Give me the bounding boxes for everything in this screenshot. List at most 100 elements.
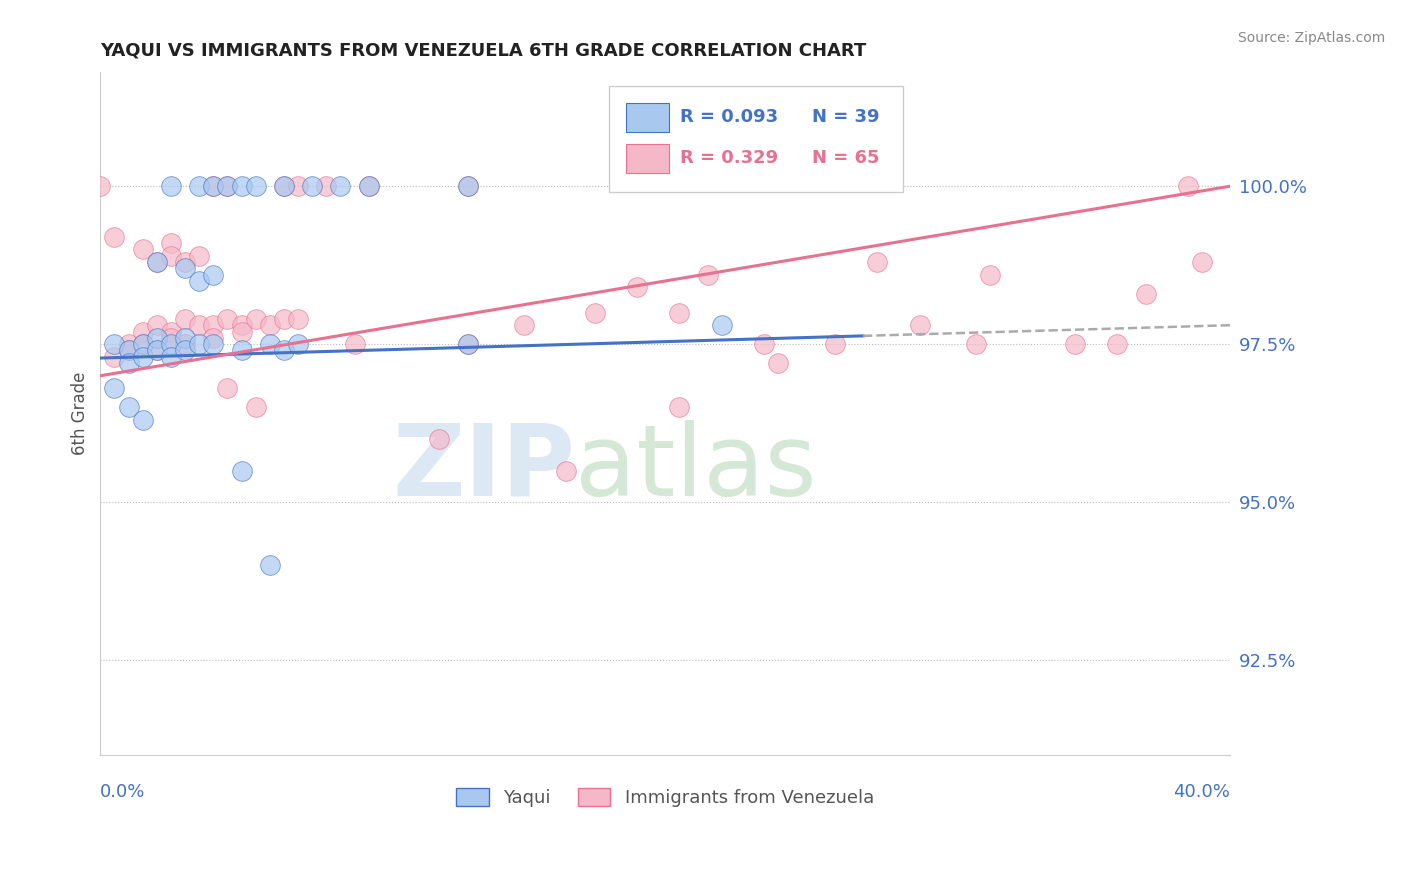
Point [132, 337, 155, 351]
Point [202, 318, 225, 333]
Point [1107, 337, 1129, 351]
Point [160, 249, 183, 263]
Point [188, 249, 211, 263]
Text: N = 39: N = 39 [813, 108, 880, 126]
Point [231, 318, 253, 333]
Point [103, 381, 125, 395]
Point [174, 331, 197, 345]
Point [513, 318, 536, 333]
Point [427, 432, 450, 446]
Point [1135, 286, 1157, 301]
Point [146, 331, 169, 345]
Point [979, 268, 1001, 282]
Point [103, 350, 125, 364]
Point [188, 179, 211, 194]
Point [174, 343, 197, 358]
Point [259, 337, 281, 351]
Point [245, 401, 267, 415]
Point [357, 179, 380, 194]
Text: atlas: atlas [575, 420, 817, 516]
Point [188, 274, 211, 288]
Point [146, 255, 169, 269]
Point [315, 179, 337, 194]
Point [273, 311, 295, 326]
Point [89, 179, 111, 194]
Point [174, 255, 197, 269]
Point [668, 305, 690, 319]
Point [202, 337, 225, 351]
Point [160, 235, 183, 250]
Point [231, 464, 253, 478]
Point [188, 337, 211, 351]
Text: R = 0.093: R = 0.093 [681, 108, 778, 126]
Point [132, 350, 155, 364]
Point [273, 179, 295, 194]
Point [117, 356, 139, 370]
FancyBboxPatch shape [626, 103, 669, 132]
Point [132, 337, 155, 351]
Point [231, 179, 253, 194]
Point [117, 401, 139, 415]
Point [174, 337, 197, 351]
Point [1064, 337, 1087, 351]
Point [132, 413, 155, 427]
Point [1191, 255, 1213, 269]
Point [231, 343, 253, 358]
Point [217, 179, 239, 194]
Text: Source: ZipAtlas.com: Source: ZipAtlas.com [1237, 31, 1385, 45]
Point [217, 311, 239, 326]
Point [217, 381, 239, 395]
Point [160, 325, 183, 339]
Point [866, 255, 889, 269]
Point [287, 311, 309, 326]
Point [457, 179, 479, 194]
Point [343, 337, 366, 351]
Text: R = 0.329: R = 0.329 [681, 149, 778, 167]
FancyBboxPatch shape [626, 145, 669, 173]
Point [357, 179, 380, 194]
Point [146, 255, 169, 269]
Point [768, 356, 790, 370]
Point [174, 311, 197, 326]
Point [696, 268, 718, 282]
Text: 40.0%: 40.0% [1174, 783, 1230, 801]
Point [160, 350, 183, 364]
Point [329, 179, 352, 194]
Text: 0.0%: 0.0% [100, 783, 146, 801]
Point [117, 343, 139, 358]
Text: YAQUI VS IMMIGRANTS FROM VENEZUELA 6TH GRADE CORRELATION CHART: YAQUI VS IMMIGRANTS FROM VENEZUELA 6TH G… [100, 42, 866, 60]
Point [202, 179, 225, 194]
Point [202, 331, 225, 345]
Point [202, 179, 225, 194]
Point [273, 343, 295, 358]
Point [259, 558, 281, 573]
FancyBboxPatch shape [609, 86, 903, 192]
Point [457, 337, 479, 351]
Point [146, 343, 169, 358]
Point [146, 318, 169, 333]
Point [273, 179, 295, 194]
Point [160, 337, 183, 351]
Point [117, 343, 139, 358]
Point [160, 179, 183, 194]
Y-axis label: 6th Grade: 6th Grade [72, 372, 89, 455]
Point [287, 337, 309, 351]
Point [132, 243, 155, 257]
Point [103, 229, 125, 244]
Point [457, 337, 479, 351]
Point [626, 280, 648, 294]
Point [1177, 179, 1199, 194]
Point [965, 337, 987, 351]
Point [457, 179, 479, 194]
Point [287, 179, 309, 194]
Point [301, 179, 323, 194]
Point [146, 343, 169, 358]
Point [908, 318, 931, 333]
Point [132, 325, 155, 339]
Point [259, 318, 281, 333]
Point [217, 179, 239, 194]
Point [754, 337, 776, 351]
Legend: Yaqui, Immigrants from Venezuela: Yaqui, Immigrants from Venezuela [450, 780, 882, 814]
Point [117, 337, 139, 351]
Point [231, 325, 253, 339]
